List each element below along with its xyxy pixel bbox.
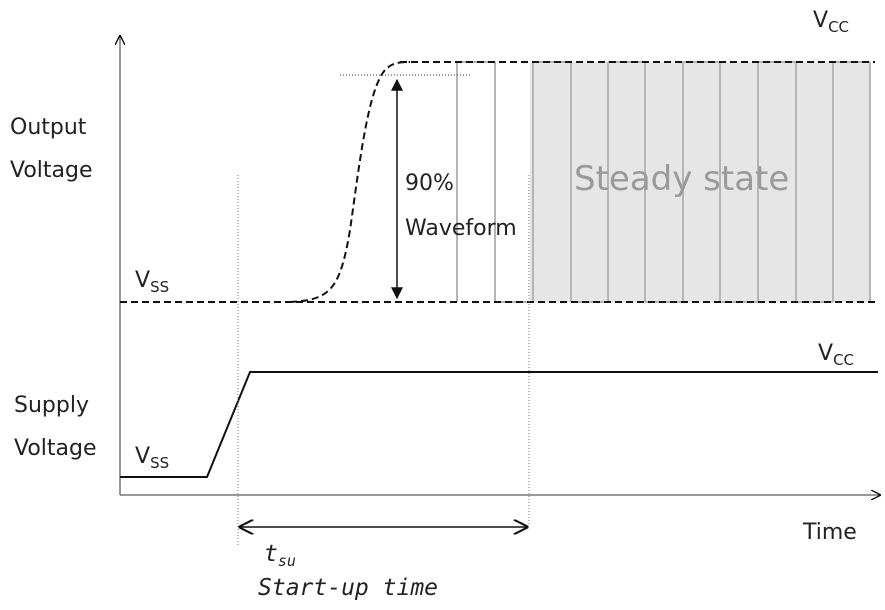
- output-voltage-label-line2: Voltage: [10, 160, 93, 182]
- vss-supply-label: VSS: [135, 446, 169, 471]
- supply-voltage-label-line2: Voltage: [14, 438, 97, 460]
- vcc-supply-label: VCC: [818, 343, 854, 368]
- output-voltage-label-line1: Output: [10, 117, 86, 139]
- waveform-label: Waveform: [405, 218, 517, 240]
- time-axis-label: Time: [803, 522, 857, 544]
- tsu-label: tsu: [264, 543, 296, 569]
- startup-time-label: Start-up time: [258, 577, 438, 600]
- steady-state-label: Steady state: [574, 162, 789, 196]
- ninety-percent-label: 90%: [405, 173, 454, 195]
- vss-output-label: VSS: [135, 270, 169, 295]
- vcc-output-label: VCC: [813, 10, 849, 35]
- supply-voltage-line: [120, 372, 878, 477]
- output-rise-curve: [290, 62, 410, 302]
- supply-voltage-label-line1: Supply: [14, 395, 89, 417]
